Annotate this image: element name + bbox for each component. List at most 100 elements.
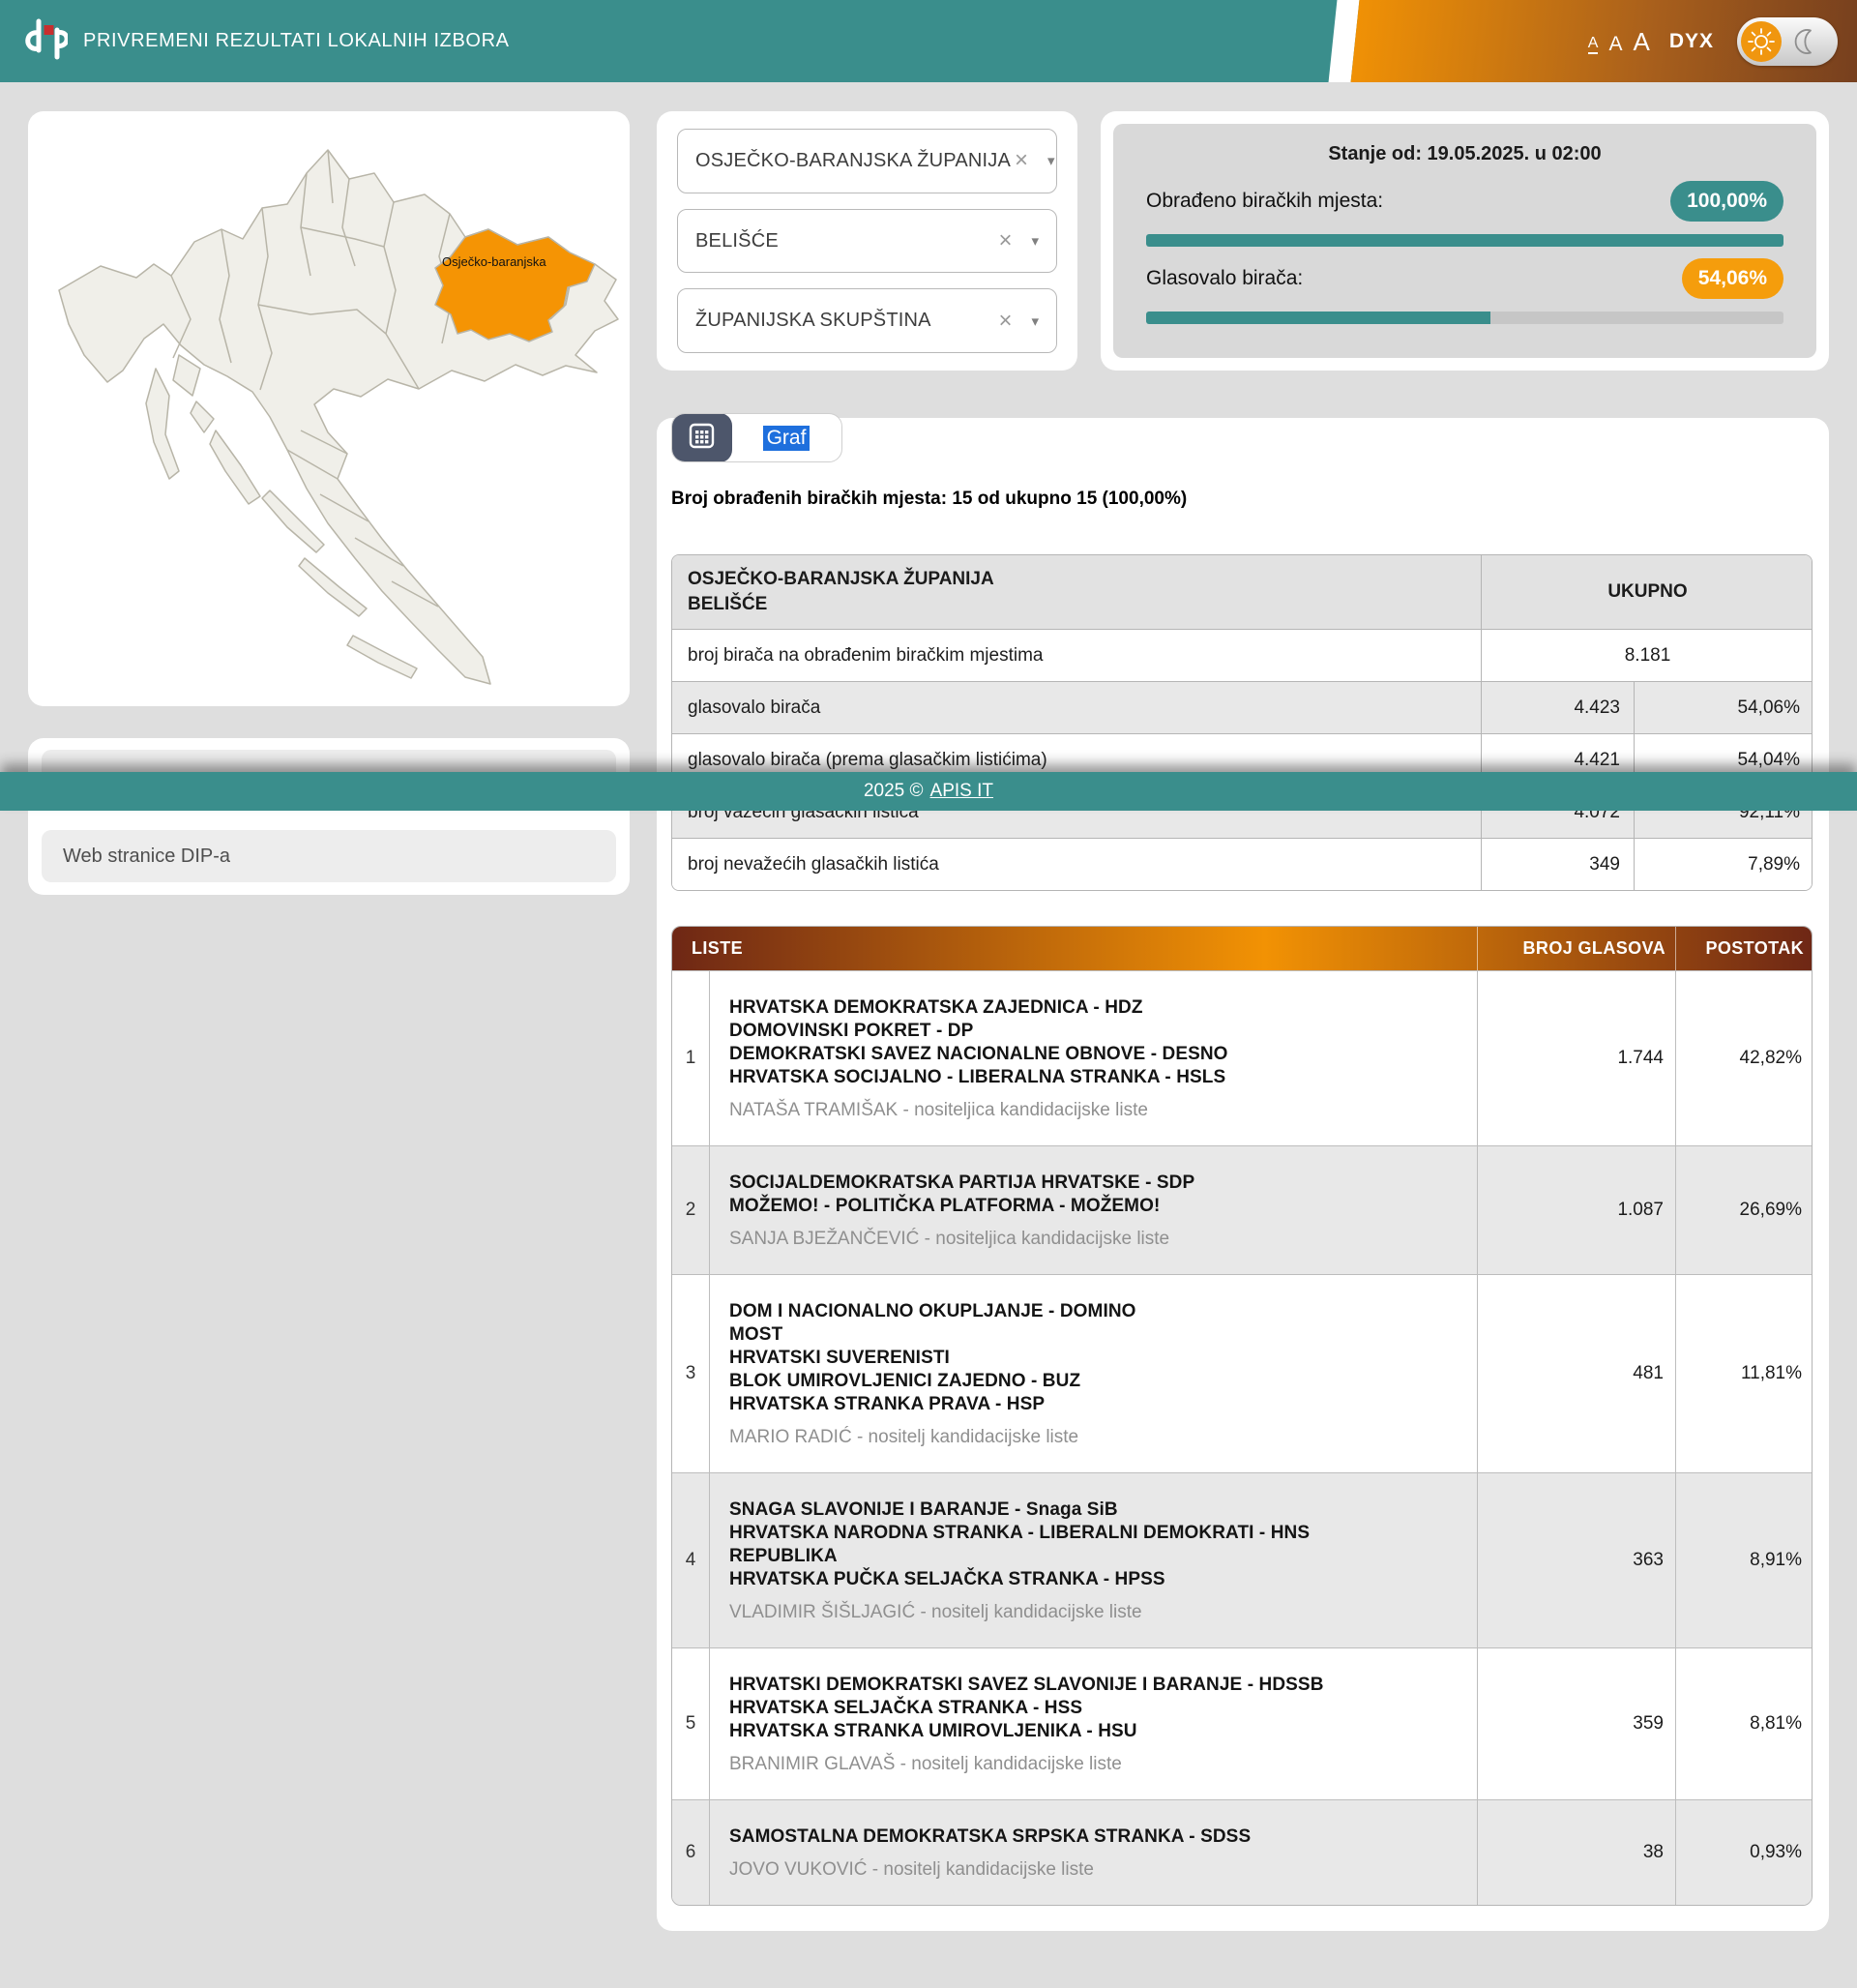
font-size-controls: A A A [1587,26,1650,56]
tab-table-view[interactable] [672,414,732,461]
party-name: SNAGA SLAVONIJE I BARANJE - Snaga SiB [729,1499,1118,1520]
list-row-pct: 26,69% [1675,1146,1813,1274]
font-size-small-button[interactable]: A [1587,35,1599,54]
list-row-votes: 481 [1477,1275,1675,1472]
summary-header-town: BELIŠĆE [688,594,768,614]
summary-row-pct: 7,89% [1634,839,1812,890]
page-title: PRIVREMENI REZULTATI LOKALNIH IZBORA [83,30,510,51]
list-holder: BRANIMIR GLAVAŠ - nositelj kandidacijske… [729,1754,1122,1774]
summary-row-pct: 54,06% [1634,682,1812,733]
party-name: HRVATSKA DEMOKRATSKA ZAJEDNICA - HDZ [729,997,1143,1018]
dip-logo-icon[interactable] [17,15,70,68]
summary-row-label: broj nevažećih glasačkih listića [688,853,939,875]
summary-row-value: 4.423 [1481,682,1634,733]
status-card: Stanje od: 19.05.2025. u 02:00 Obrađeno … [1101,111,1829,371]
party-name: REPUBLIKA [729,1546,838,1566]
selected-county-label: Osječko-baranjska [442,254,546,269]
party-name: HRVATSKA SOCIJALNO - LIBERALNA STRANKA -… [729,1067,1226,1087]
processed-badge: 100,00% [1670,181,1783,222]
list-result-row: 6 SAMOSTALNA DEMOKRATSKA SRPSKA STRANKA … [672,1799,1812,1905]
summary-row-label: broj birača na obrađenim biračkim mjesti… [688,644,1044,666]
croatia-map-card: Osječko-baranjska [28,111,630,706]
tab-graf[interactable]: Graf [731,414,841,461]
selected-county-osjecko-baranjska[interactable] [434,228,596,342]
list-row-pct: 11,81% [1675,1275,1813,1472]
list-holder: NATAŠA TRAMIŠAK - nositeljica kandidacij… [729,1100,1148,1120]
list-row-votes: 1.087 [1477,1146,1675,1274]
summary-table-row: glasovalo birača 4.423 54,06% [672,681,1812,733]
list-row-votes: 363 [1477,1473,1675,1647]
summary-row-label: glasovalo birača (prema glasačkim listić… [688,749,1047,770]
list-row-votes: 1.744 [1477,971,1675,1145]
summary-table-row: broj birača na obrađenim biračkim mjesti… [672,629,1812,681]
list-result-row: 5 HRVATSKI DEMOKRATSKI SAVEZ SLAVONIJE I… [672,1647,1812,1799]
lists-table: LISTE BROJ GLASOVA POSTOTAK 1 HRVATSKA D… [671,926,1813,1906]
party-name: HRVATSKA STRANKA PRAVA - HSP [729,1394,1046,1414]
list-row-number: 6 [685,1842,696,1862]
clear-icon[interactable]: × [1015,147,1029,174]
croatia-mainland [58,149,619,685]
list-row-number: 1 [685,1048,696,1068]
dyslexia-font-button[interactable]: DYX [1668,29,1714,52]
party-name: DOMOVINSKI POKRET - DP [729,1021,974,1041]
dip-website-button[interactable]: Web stranice DIP-a [42,830,616,882]
status-timestamp: Stanje od: 19.05.2025. u 02:00 [1328,143,1602,164]
party-name: MOST [729,1324,783,1345]
view-tabs: Graf [671,413,842,462]
status-panel: Stanje od: 19.05.2025. u 02:00 Obrađeno … [1113,124,1816,358]
party-name: HRVATSKI DEMOKRATSKI SAVEZ SLAVONIJE I B… [729,1675,1324,1695]
brand: PRIVREMENI REZULTATI LOKALNIH IZBORA [17,0,510,82]
clear-icon[interactable]: × [998,227,1013,253]
list-result-row: 1 HRVATSKA DEMOKRATSKA ZAJEDNICA - HDZ DO… [672,970,1812,1145]
list-holder: MARIO RADIĆ - nositelj kandidacijske lis… [729,1427,1079,1447]
clear-icon[interactable]: × [998,307,1013,334]
party-name: MOŽEMO! - POLITIČKA PLATFORMA - MOŽEMO! [729,1196,1161,1216]
summary-header-total: UKUPNO [1481,555,1812,629]
party-name: DEMOKRATSKI SAVEZ NACIONALNE OBNOVE - DE… [729,1044,1228,1064]
list-row-pct: 8,81% [1675,1648,1813,1799]
light-mode-sun-icon[interactable] [1741,20,1782,62]
party-name: BLOK UMIROVLJENICI ZAJEDNO - BUZ [729,1371,1081,1391]
race-select[interactable]: ŽUPANIJSKA SKUPŠTINA × ▾ [677,288,1057,354]
lists-header-votes: BROJ GLASOVA [1477,927,1675,970]
processed-progressbar [1146,234,1783,247]
links-card: Web stranice DIP-a [28,738,630,895]
party-name: DOM I NACIONALNO OKUPLJANJE - DOMINO [729,1301,1136,1321]
header-controls: A A A DYX [1587,0,1838,82]
list-result-row: 3 DOM I NACIONALNO OKUPLJANJE - DOMINO MO… [672,1274,1812,1472]
processed-label: Obrađeno biračkih mjesta: [1146,190,1384,212]
tab-graf-label[interactable]: Graf [762,425,811,451]
summary-row-label: glasovalo birača [688,697,821,718]
list-row-parties: HRVATSKI DEMOKRATSKI SAVEZ SLAVONIJE I B… [709,1648,1477,1799]
chevron-down-icon[interactable]: ▾ [1031,233,1039,250]
turnout-label: Glasovalo birača: [1146,267,1304,289]
list-row-pct: 8,91% [1675,1473,1813,1647]
race-select-value: ŽUPANIJSKA SKUPŠTINA [695,310,931,332]
party-name: HRVATSKA PUČKA SELJAČKA STRANKA - HPSS [729,1569,1165,1589]
dark-mode-moon-icon[interactable] [1782,27,1834,56]
list-result-row: 4 SNAGA SLAVONIJE I BARANJE - Snaga SiB H… [672,1472,1812,1647]
list-row-number: 5 [685,1713,696,1734]
county-select[interactable]: OSJEČKO-BARANJSKA ŽUPANIJA × ▾ [677,129,1057,193]
font-size-medium-button[interactable]: A [1608,32,1623,55]
results-card: Graf Broj obrađenih biračkih mjesta: 15 … [657,413,1829,1931]
summary-table: OSJEČKO-BARANJSKA ŽUPANIJA BELIŠĆE UKUPN… [671,554,1813,891]
list-row-parties: HRVATSKA DEMOKRATSKA ZAJEDNICA - HDZ DOMO… [709,971,1477,1145]
chevron-down-icon[interactable]: ▾ [1031,312,1039,330]
croatia-map: Osječko-baranjska [58,149,619,685]
county-select-value: OSJEČKO-BARANJSKA ŽUPANIJA [695,149,1012,171]
lists-header-pct: POSTOTAK [1675,927,1813,970]
lists-header-liste: LISTE [692,938,744,958]
theme-toggle[interactable] [1737,16,1838,66]
apis-it-link[interactable]: APIS IT [929,781,993,801]
footer-copyright: 2025 © [863,781,924,801]
party-name: SAMOSTALNA DEMOKRATSKA SRPSKA STRANKA - … [729,1826,1252,1847]
list-row-pct: 42,82% [1675,971,1813,1145]
chevron-down-icon[interactable]: ▾ [1047,153,1055,170]
summary-row-pct: 54,04% [1634,734,1812,786]
font-size-large-button[interactable]: A [1633,26,1650,56]
municipality-select[interactable]: BELIŠĆE × ▾ [677,208,1057,274]
summary-table-header: OSJEČKO-BARANJSKA ŽUPANIJA BELIŠĆE UKUPN… [672,555,1812,629]
turnout-progressbar [1146,312,1783,324]
list-row-number: 4 [685,1550,696,1570]
